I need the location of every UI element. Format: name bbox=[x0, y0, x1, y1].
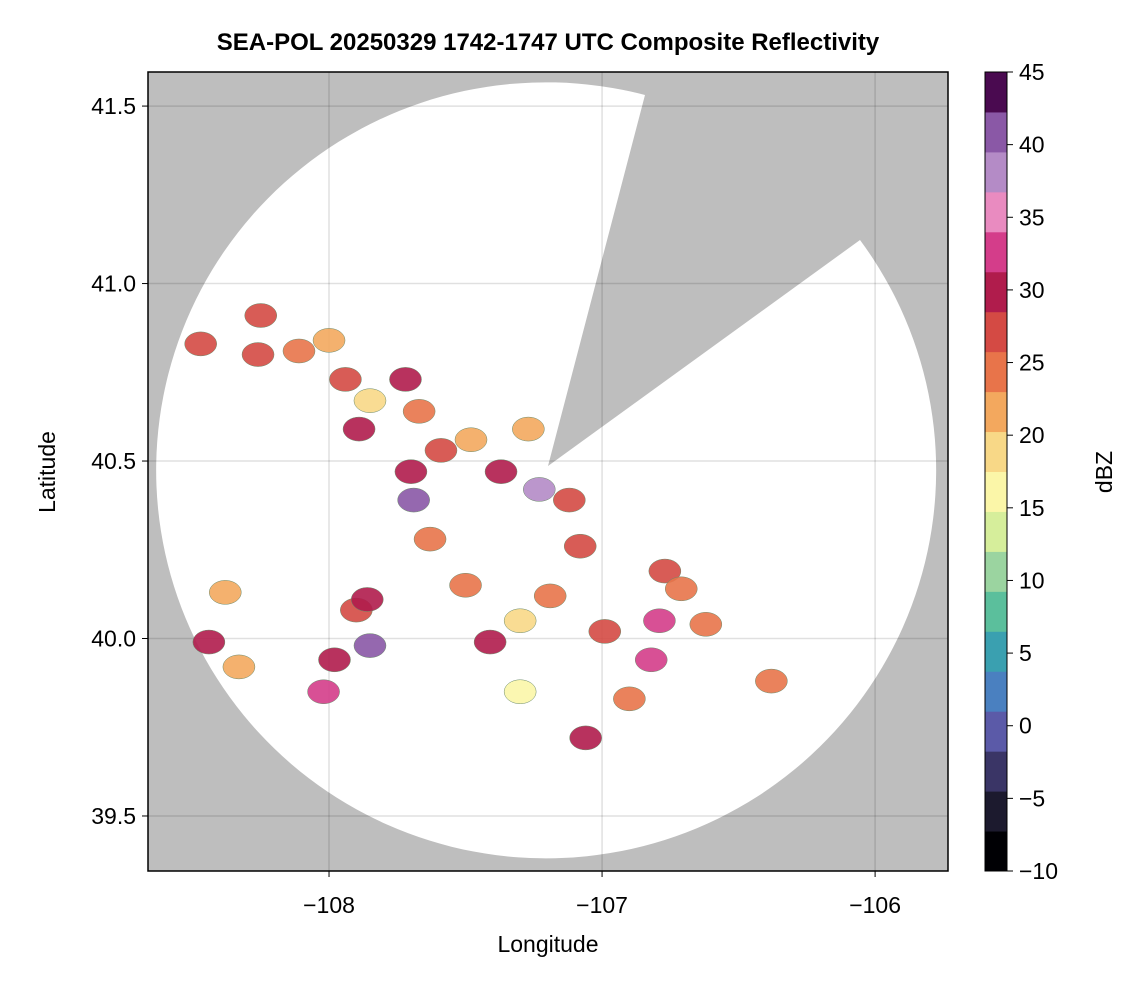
colorbar-segment bbox=[985, 271, 1007, 313]
colorbar-segment bbox=[985, 831, 1007, 872]
x-tick-label: −106 bbox=[849, 892, 901, 918]
echo-cell bbox=[569, 725, 602, 751]
colorbar-tick-label: −5 bbox=[1019, 785, 1045, 811]
colorbar-tick-label: 15 bbox=[1019, 495, 1045, 521]
chart-title: SEA-POL 20250329 1742-1747 UTC Composite… bbox=[217, 29, 880, 56]
y-tick-label: 41.5 bbox=[91, 93, 136, 119]
colorbar-segment bbox=[985, 231, 1007, 273]
colorbar-tick-label: 10 bbox=[1019, 567, 1045, 593]
colorbar-label: dBZ bbox=[1091, 451, 1117, 493]
echo-cell bbox=[523, 477, 556, 502]
echo-cell bbox=[613, 686, 646, 712]
echo-cell bbox=[454, 427, 488, 452]
echo-cell bbox=[755, 668, 788, 694]
colorbar-segment bbox=[985, 591, 1007, 632]
echo-cell bbox=[282, 338, 316, 364]
echo-cell bbox=[397, 487, 430, 513]
y-tick-label: 39.5 bbox=[91, 803, 136, 829]
echo-cell bbox=[184, 331, 217, 357]
colorbar-segment bbox=[985, 551, 1007, 592]
colorbar-segment bbox=[985, 671, 1007, 712]
echo-cell bbox=[553, 487, 586, 513]
x-axis-label: Longitude bbox=[497, 931, 598, 957]
y-axis-label: Latitude bbox=[34, 431, 60, 513]
colorbar-segment bbox=[985, 391, 1007, 433]
echo-cell bbox=[588, 619, 622, 644]
colorbar-segment bbox=[985, 72, 1007, 113]
plot-area bbox=[148, 72, 948, 871]
y-tick-label: 40.5 bbox=[91, 448, 136, 474]
echo-cell bbox=[307, 679, 340, 704]
colorbar-segment bbox=[985, 351, 1007, 393]
echo-cell bbox=[449, 573, 482, 598]
echo-cell bbox=[394, 459, 428, 484]
echo-cell bbox=[389, 367, 422, 392]
colorbar-tick-label: 30 bbox=[1019, 277, 1045, 303]
colorbar-segment bbox=[985, 511, 1007, 552]
y-tick-label: 40.0 bbox=[91, 626, 136, 652]
echo-cell bbox=[634, 647, 668, 673]
echo-cell bbox=[353, 388, 387, 413]
echo-cell bbox=[353, 633, 387, 658]
colorbar-segment bbox=[985, 751, 1007, 792]
echo-cell bbox=[643, 608, 676, 634]
colorbar-tick-label: 35 bbox=[1019, 204, 1045, 230]
y-tick-label: 41.0 bbox=[91, 271, 136, 297]
echo-cell bbox=[241, 342, 275, 367]
colorbar-tick-label: −10 bbox=[1019, 858, 1058, 884]
echo-cell bbox=[413, 526, 447, 552]
colorbar-segment bbox=[985, 791, 1007, 832]
echo-cell bbox=[503, 679, 537, 704]
echo-cell bbox=[402, 399, 436, 424]
echo-cell bbox=[533, 583, 567, 609]
colorbar-segment bbox=[985, 151, 1007, 193]
echo-cell bbox=[484, 459, 518, 484]
echo-cell bbox=[648, 558, 682, 584]
colorbar-tick-label: 20 bbox=[1019, 422, 1045, 448]
echo-cell bbox=[209, 580, 242, 605]
colorbar-tick-label: 40 bbox=[1019, 132, 1045, 158]
echo-cell bbox=[664, 576, 698, 602]
echo-cell bbox=[512, 416, 545, 442]
colorbar-segment bbox=[985, 431, 1007, 472]
echo-cell bbox=[689, 612, 723, 637]
radar-coverage bbox=[156, 82, 937, 859]
x-tick-label: −107 bbox=[576, 892, 628, 918]
colorbar-segment bbox=[985, 191, 1007, 233]
echo-cell bbox=[312, 328, 346, 353]
colorbar-tick-label: 5 bbox=[1019, 640, 1032, 666]
colorbar-tick-label: 25 bbox=[1019, 350, 1045, 376]
echo-cell bbox=[192, 629, 226, 655]
colorbar-segment bbox=[985, 471, 1007, 512]
colorbar-segment bbox=[985, 711, 1007, 752]
x-tick-label: −108 bbox=[303, 892, 355, 918]
echo-cell bbox=[318, 647, 351, 673]
echo-cell bbox=[503, 608, 537, 634]
echo-cell bbox=[342, 416, 376, 442]
colorbar-frame bbox=[984, 71, 1008, 872]
echo-cell bbox=[350, 587, 384, 612]
colorbar-tick-label: 45 bbox=[1019, 59, 1045, 85]
plot-frame bbox=[147, 71, 949, 872]
colorbar-segment bbox=[985, 311, 1007, 353]
colorbar-segment bbox=[985, 111, 1007, 153]
colorbar-segment bbox=[985, 631, 1007, 672]
echo-cell bbox=[563, 533, 597, 559]
colorbar-tick-label: 0 bbox=[1019, 713, 1032, 739]
echo-cell bbox=[222, 654, 256, 680]
echo-cell bbox=[473, 629, 507, 655]
echo-cell bbox=[244, 303, 278, 328]
echo-cell bbox=[424, 438, 458, 463]
echo-cell bbox=[329, 367, 362, 392]
